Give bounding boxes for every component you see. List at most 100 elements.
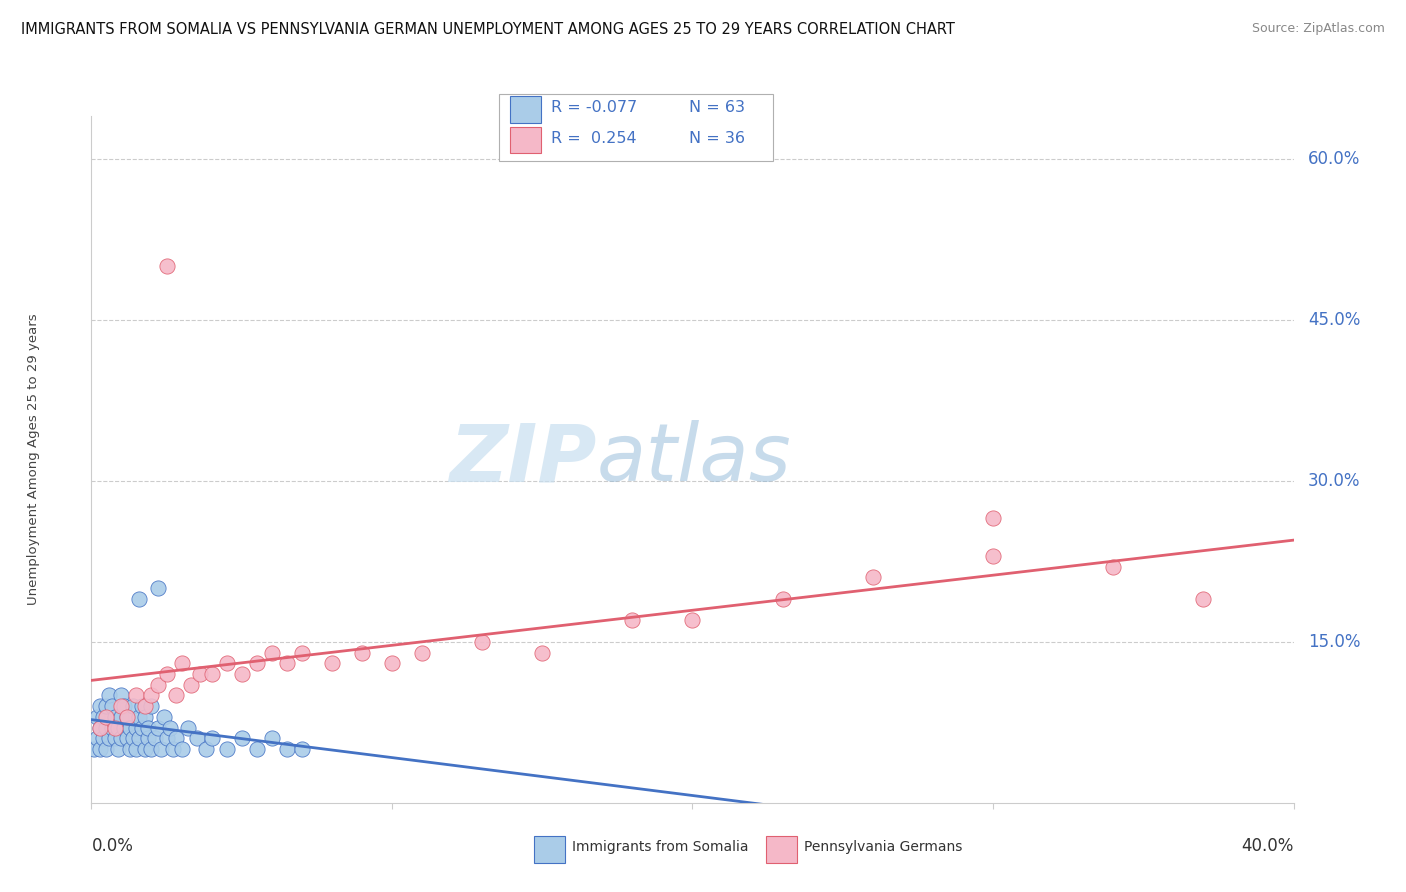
- Point: [114, 721, 136, 735]
- Point: [276, 657, 298, 671]
- Point: [411, 646, 433, 660]
- Point: [246, 657, 269, 671]
- Point: [201, 731, 224, 746]
- Point: [981, 549, 1004, 563]
- Point: [291, 646, 314, 660]
- Point: [381, 657, 404, 671]
- Point: [260, 731, 283, 746]
- Point: [1102, 559, 1125, 574]
- Point: [194, 742, 217, 756]
- Point: [146, 678, 169, 692]
- Point: [162, 742, 184, 756]
- Point: [149, 742, 172, 756]
- Point: [114, 699, 136, 714]
- Point: [981, 511, 1004, 525]
- Point: [96, 699, 118, 714]
- Point: [93, 731, 115, 746]
- Point: [86, 710, 108, 724]
- Point: [86, 731, 108, 746]
- Point: [134, 742, 156, 756]
- Text: Immigrants from Somalia: Immigrants from Somalia: [572, 840, 749, 855]
- Point: [321, 657, 343, 671]
- Point: [165, 689, 187, 703]
- Point: [131, 699, 153, 714]
- Point: [128, 710, 150, 724]
- Point: [101, 721, 124, 735]
- Point: [122, 699, 145, 714]
- Point: [215, 657, 238, 671]
- Point: [101, 699, 124, 714]
- Point: [104, 721, 127, 735]
- Point: [98, 689, 121, 703]
- Point: [138, 731, 160, 746]
- Text: 15.0%: 15.0%: [1308, 632, 1361, 651]
- Point: [110, 731, 132, 746]
- Point: [98, 731, 121, 746]
- Point: [176, 721, 198, 735]
- Point: [120, 721, 142, 735]
- Point: [96, 742, 118, 756]
- Point: [93, 710, 115, 724]
- Point: [89, 742, 111, 756]
- Point: [215, 742, 238, 756]
- Point: [772, 591, 794, 606]
- Point: [122, 731, 145, 746]
- Point: [260, 646, 283, 660]
- Point: [146, 721, 169, 735]
- Point: [128, 591, 150, 606]
- Point: [231, 731, 253, 746]
- Point: [531, 646, 554, 660]
- Point: [134, 710, 156, 724]
- Text: R = -0.077: R = -0.077: [551, 101, 637, 115]
- Point: [131, 721, 153, 735]
- Point: [141, 699, 163, 714]
- Point: [170, 657, 193, 671]
- Point: [291, 742, 314, 756]
- Point: [471, 635, 494, 649]
- Point: [110, 710, 132, 724]
- Point: [128, 731, 150, 746]
- Point: [141, 689, 163, 703]
- Point: [276, 742, 298, 756]
- Point: [89, 699, 111, 714]
- Point: [89, 721, 111, 735]
- Point: [681, 613, 703, 627]
- Text: N = 63: N = 63: [689, 101, 745, 115]
- Point: [170, 742, 193, 756]
- Point: [143, 731, 166, 746]
- Text: ZIP: ZIP: [449, 420, 596, 499]
- Point: [117, 710, 139, 724]
- Point: [104, 710, 127, 724]
- Text: Pennsylvania Germans: Pennsylvania Germans: [804, 840, 963, 855]
- Point: [125, 742, 148, 756]
- Text: 60.0%: 60.0%: [1308, 150, 1361, 168]
- Point: [125, 721, 148, 735]
- Point: [117, 731, 139, 746]
- Point: [621, 613, 644, 627]
- Point: [152, 710, 174, 724]
- Point: [146, 581, 169, 595]
- Point: [125, 689, 148, 703]
- Point: [155, 259, 177, 273]
- Point: [1192, 591, 1215, 606]
- Point: [155, 731, 177, 746]
- Point: [141, 742, 163, 756]
- Text: Unemployment Among Ages 25 to 29 years: Unemployment Among Ages 25 to 29 years: [27, 314, 41, 605]
- Point: [350, 646, 373, 660]
- Text: N = 36: N = 36: [689, 131, 745, 145]
- Point: [165, 731, 187, 746]
- Text: 40.0%: 40.0%: [1241, 837, 1294, 855]
- Point: [138, 721, 160, 735]
- Text: 0.0%: 0.0%: [91, 837, 134, 855]
- Point: [134, 699, 156, 714]
- Text: 30.0%: 30.0%: [1308, 472, 1361, 490]
- Text: 45.0%: 45.0%: [1308, 311, 1361, 329]
- Point: [110, 689, 132, 703]
- Point: [110, 699, 132, 714]
- Text: R =  0.254: R = 0.254: [551, 131, 637, 145]
- Point: [201, 667, 224, 681]
- Point: [89, 721, 111, 735]
- Point: [246, 742, 269, 756]
- Point: [862, 570, 884, 584]
- Point: [159, 721, 181, 735]
